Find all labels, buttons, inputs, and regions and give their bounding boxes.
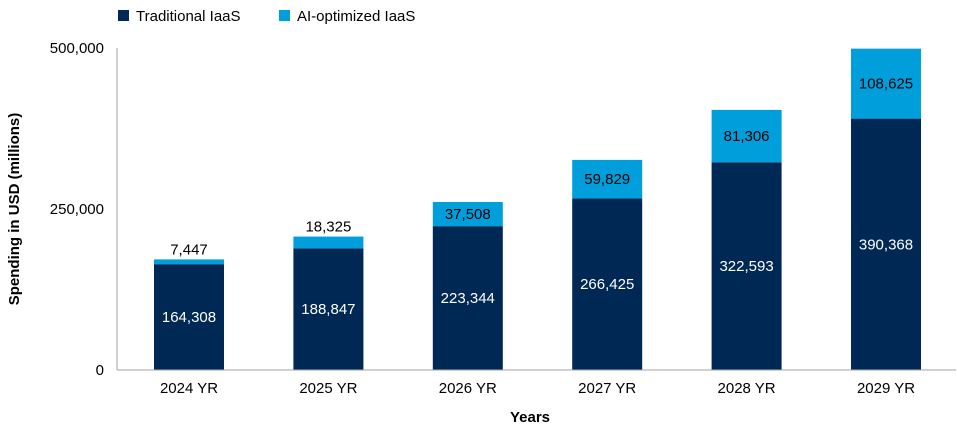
bar-ai-optimized [711,109,782,163]
bar-ai-optimized [154,259,224,265]
y-tick-label: 500,000 [50,40,104,57]
y-tick-label: 0 [96,362,104,379]
legend-swatch [279,10,290,21]
data-label: 108,625 [859,76,913,93]
bar-traditional [572,198,643,370]
data-label: 266,425 [580,276,634,293]
bars: 164,308 7,447 188,847 18,325 223,344 37,508 26… [154,48,921,371]
y-axis: 0 250,000 500,000 [50,40,118,379]
y-axis-title: Spending in USD (millions) [6,113,23,306]
y-tick-label: 250,000 [50,201,104,218]
data-label: 59,829 [584,171,630,188]
data-label: 164,308 [162,309,216,326]
data-label: 390,368 [859,236,913,253]
bar-traditional [851,118,921,371]
data-label: 18,325 [305,219,351,236]
data-label: 223,344 [441,290,495,307]
bar-ai-optimized [851,48,921,119]
x-axis-title: Years [510,409,550,426]
x-tick-label: 2026 YR [439,380,497,397]
data-label: 322,593 [719,258,773,275]
bar-ai-optimized [432,202,503,227]
legend: Traditional IaaS AI-optimized IaaS [118,8,415,25]
x-tick-label: 2027 YR [578,380,636,397]
x-tick-label: 2025 YR [299,380,357,397]
data-label: 81,306 [724,128,770,145]
data-label: 7,447 [170,241,208,258]
bar-ai-optimized [572,159,643,199]
bar-traditional [293,248,364,370]
data-label: 188,847 [301,301,355,318]
bar-traditional [711,162,782,370]
bar-ai-optimized [293,236,364,249]
legend-label: Traditional IaaS [136,8,241,25]
bar-traditional [154,264,224,370]
data-label: 37,508 [445,206,491,223]
x-tick-label: 2029 YR [857,380,915,397]
x-tick-label: 2028 YR [718,380,776,397]
legend-swatch [118,10,129,21]
legend-label: AI-optimized IaaS [297,8,415,25]
x-tick-label: 2024 YR [160,380,218,397]
bar-traditional [432,226,503,370]
x-axis: 2024 YR 2025 YR 2026 YR 2027 YR 2028 YR 2029 … [117,369,956,397]
